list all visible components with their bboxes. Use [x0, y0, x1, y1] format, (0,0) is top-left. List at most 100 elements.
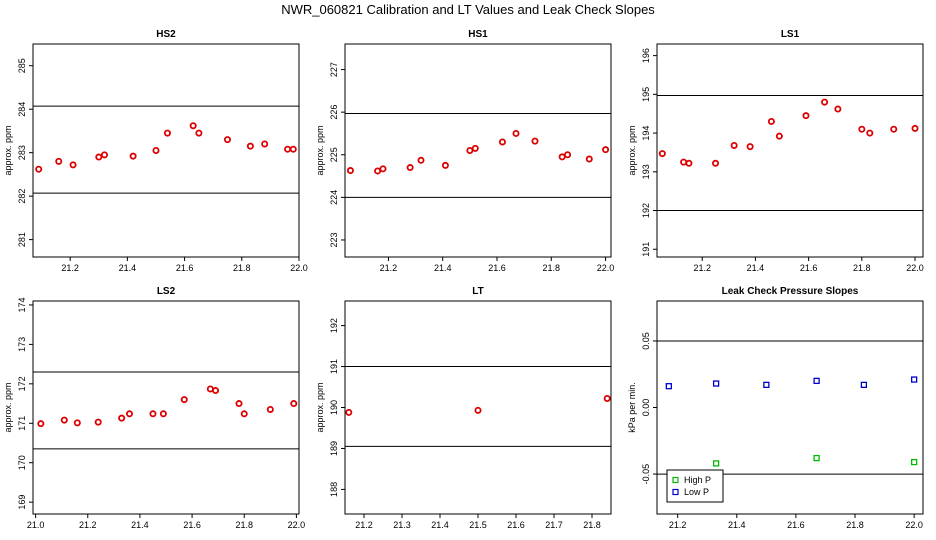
- data-point: [37, 420, 45, 428]
- data-point: [821, 98, 829, 106]
- y-tick-label: 283: [17, 145, 27, 160]
- y-tick-label: 173: [17, 337, 27, 352]
- data-point: [212, 387, 220, 395]
- data-point: [60, 416, 68, 424]
- y-tick-label: -0.05: [641, 464, 651, 485]
- x-tick-label: 21.6: [488, 263, 506, 273]
- data-point: [498, 138, 506, 146]
- y-tick-label: 196: [641, 48, 651, 63]
- data-point: [910, 376, 918, 383]
- y-tick-label: 192: [641, 203, 651, 218]
- y-tick-label: 193: [641, 164, 651, 179]
- y-tick-label: 282: [17, 189, 27, 204]
- data-point: [125, 410, 133, 418]
- plot-frame: [32, 43, 300, 258]
- data-point: [261, 140, 269, 148]
- chart-title: LT: [472, 286, 483, 297]
- y-tick-label: 285: [17, 58, 27, 73]
- data-point: [890, 125, 898, 133]
- y-tick-label: 224: [329, 190, 339, 205]
- x-tick-label: 21.5: [469, 520, 487, 530]
- data-point: [235, 400, 243, 408]
- x-tick-label: 21.4: [434, 263, 452, 273]
- data-point: [159, 410, 167, 418]
- y-tick-label: 174: [17, 297, 27, 312]
- data-point: [680, 158, 688, 166]
- y-tick-label: 190: [329, 400, 339, 415]
- plot-frame: [656, 43, 924, 258]
- chart-panel: LT approx. ppm 21.2 21.3 21.4 21.5 21.6 21.7 21.…: [315, 286, 612, 530]
- data-point: [585, 155, 593, 163]
- data-point: [240, 410, 248, 418]
- data-point: [911, 124, 919, 132]
- data-point: [712, 380, 720, 387]
- data-point: [767, 117, 775, 125]
- data-point: [763, 381, 770, 389]
- x-tick-label: 21.4: [119, 263, 137, 273]
- y-tick-label: 195: [641, 87, 651, 102]
- data-point: [602, 146, 610, 154]
- x-tick-label: 21.6: [183, 520, 201, 530]
- data-point: [379, 165, 387, 173]
- data-point: [118, 414, 126, 422]
- x-tick-label: 21.7: [545, 520, 563, 530]
- legend-box: [666, 469, 724, 503]
- data-point: [746, 143, 754, 151]
- data-point: [441, 161, 449, 169]
- y-axis-label: approx. ppm: [3, 125, 13, 175]
- data-point: [685, 159, 693, 167]
- data-point: [802, 112, 810, 120]
- plot-frame: [344, 43, 612, 258]
- x-tick-label: 21.2: [355, 520, 373, 530]
- y-tick-label: 0.05: [641, 332, 651, 350]
- y-tick-label: 192: [329, 318, 339, 333]
- data-point: [417, 156, 425, 164]
- y-tick-label: 223: [329, 232, 339, 247]
- chart-title: Leak Check Pressure Slopes: [722, 286, 859, 297]
- data-point: [658, 150, 666, 158]
- x-tick-label: 21.4: [131, 520, 149, 530]
- x-tick-label: 21.8: [543, 263, 561, 273]
- x-tick-label: 21.8: [233, 263, 251, 273]
- data-point: [163, 129, 171, 137]
- data-point: [858, 125, 866, 133]
- data-point: [149, 410, 157, 418]
- y-tick-label: 172: [17, 376, 27, 391]
- data-point: [813, 377, 820, 385]
- data-point: [474, 406, 482, 414]
- data-point: [223, 136, 231, 144]
- legend-label: High P: [684, 475, 711, 485]
- chart-panel: Leak Check Pressure Slopes kPa per min. 21…: [627, 286, 924, 530]
- data-point: [152, 146, 160, 154]
- chart-title: LS1: [781, 29, 800, 40]
- chart-panel: HS2 approx. ppm 21.2 21.4 21.6 21.8 22.0 281 282…: [3, 29, 308, 273]
- data-point: [730, 141, 738, 149]
- data-point: [290, 400, 298, 408]
- data-point: [195, 129, 203, 137]
- x-tick-label: 21.4: [728, 520, 746, 530]
- data-point: [406, 164, 414, 172]
- y-tick-label: 188: [329, 482, 339, 497]
- x-tick-label: 21.6: [507, 520, 525, 530]
- data-point: [374, 167, 382, 175]
- data-point: [95, 153, 103, 161]
- y-tick-label: 191: [641, 242, 651, 257]
- y-tick-label: 171: [17, 416, 27, 431]
- y-tick-label: 225: [329, 147, 339, 162]
- data-point: [531, 137, 539, 145]
- data-point: [910, 458, 918, 466]
- y-tick-label: 191: [329, 359, 339, 374]
- data-point: [665, 383, 672, 390]
- x-tick-label: 22.0: [906, 263, 924, 273]
- x-tick-label: 21.8: [853, 263, 871, 273]
- data-point: [712, 460, 720, 467]
- data-point: [69, 161, 77, 169]
- x-tick-label: 22.0: [288, 520, 306, 530]
- data-point: [466, 146, 474, 154]
- chart-panel: LS2 approx. ppm 21.0 21.2 21.4 21.6 21.8 22.0 16…: [3, 286, 305, 530]
- x-tick-label: 21.2: [61, 263, 79, 273]
- x-tick-label: 21.2: [669, 520, 687, 530]
- x-tick-label: 21.6: [787, 520, 805, 530]
- data-point: [712, 159, 720, 167]
